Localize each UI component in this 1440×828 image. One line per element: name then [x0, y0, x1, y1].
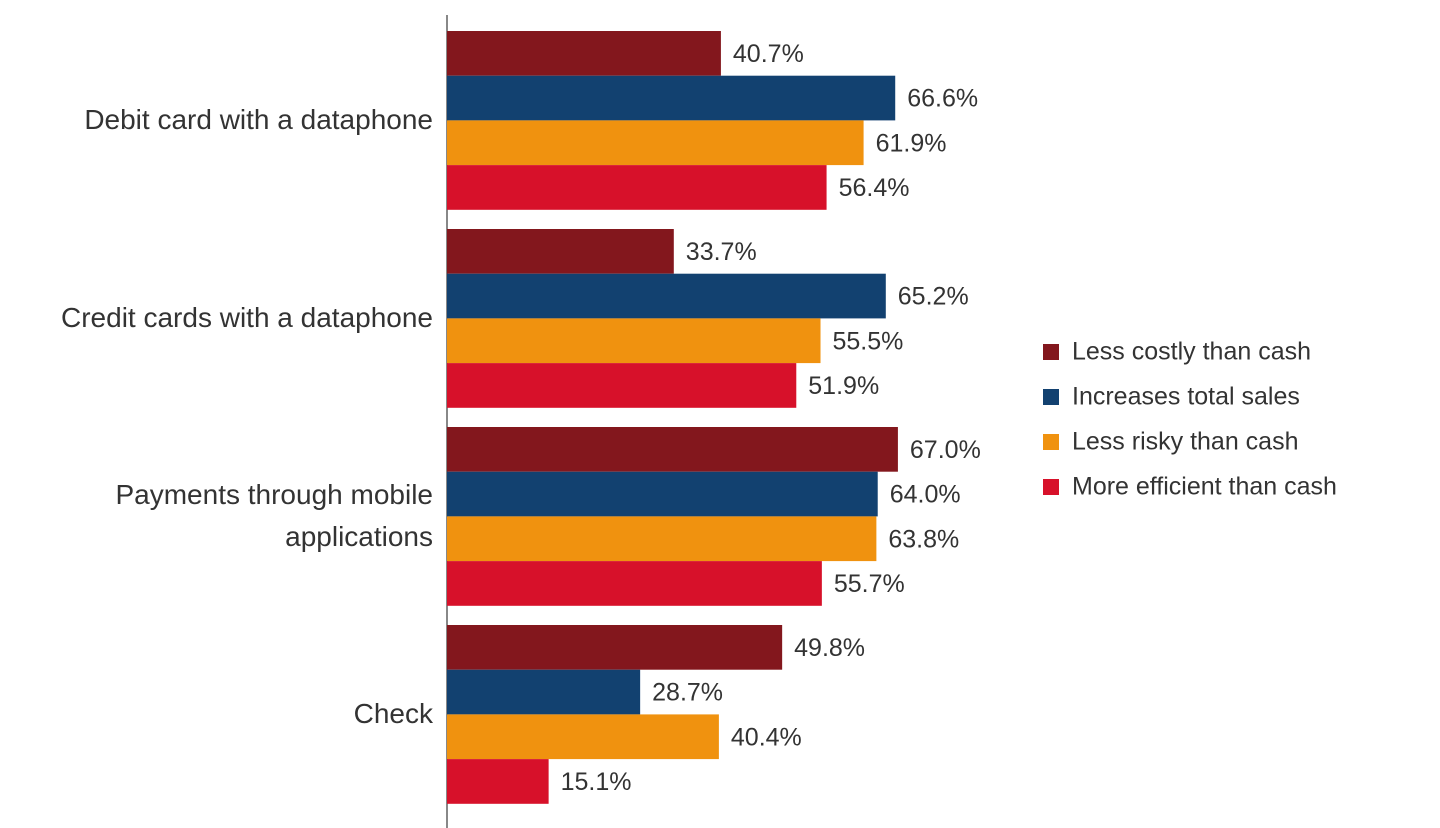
- data-label: 56.4%: [839, 174, 910, 202]
- data-label: 51.9%: [808, 372, 879, 400]
- bar: [447, 273, 886, 319]
- data-label: 63.8%: [888, 525, 959, 553]
- bar: [447, 759, 549, 804]
- bar: [447, 714, 719, 760]
- y-tick-label: Debit card with a dataphone: [84, 104, 433, 136]
- legend-swatch: [1043, 434, 1059, 450]
- bar: [447, 120, 864, 166]
- legend-label: Increases total sales: [1072, 383, 1300, 411]
- data-label: 55.7%: [834, 570, 905, 598]
- data-label: 55.5%: [833, 327, 904, 355]
- legend-swatch: [1043, 389, 1059, 405]
- legend-label: Less risky than cash: [1072, 428, 1299, 456]
- bar: [447, 229, 674, 274]
- data-label: 28.7%: [652, 679, 723, 707]
- legend-label: Less costly than cash: [1072, 338, 1311, 366]
- data-label: 49.8%: [794, 634, 865, 662]
- bar: [447, 31, 721, 76]
- bar: [447, 669, 641, 715]
- y-tick-label: Check: [353, 698, 433, 730]
- data-label: 40.7%: [733, 40, 804, 68]
- data-label: 61.9%: [876, 129, 947, 157]
- y-tick-label: Payments through mobile applications: [115, 479, 433, 553]
- bar: [447, 363, 797, 408]
- legend-label: More efficient than cash: [1072, 473, 1337, 501]
- legend-swatch: [1043, 479, 1059, 495]
- bar: [447, 471, 878, 517]
- bar: [447, 427, 898, 472]
- bar: [447, 75, 896, 121]
- bar: [447, 165, 827, 210]
- legend-swatch: [1043, 344, 1059, 360]
- bar: [447, 516, 877, 562]
- bar: [447, 625, 783, 670]
- data-label: 65.2%: [898, 283, 969, 311]
- data-label: 33.7%: [686, 238, 757, 266]
- y-tick-label: Credit cards with a dataphone: [61, 302, 433, 334]
- bar: [447, 561, 822, 606]
- data-label: 67.0%: [910, 436, 981, 464]
- data-label: 15.1%: [561, 768, 632, 796]
- data-label: 66.6%: [907, 85, 978, 113]
- bar: [447, 318, 821, 364]
- data-label: 64.0%: [890, 481, 961, 509]
- data-label: 40.4%: [731, 723, 802, 751]
